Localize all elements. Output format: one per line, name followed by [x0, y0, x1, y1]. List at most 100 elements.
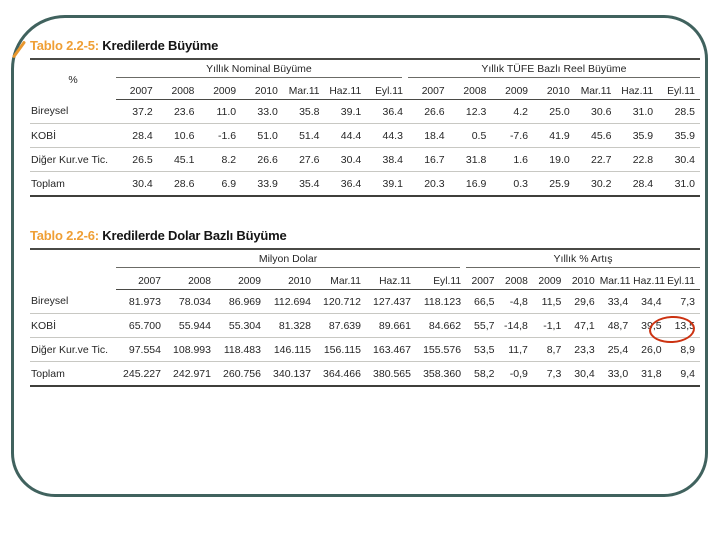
value-cell: 364.466 — [316, 361, 366, 387]
value-cell: 11,7 — [499, 337, 533, 362]
value-cell: 33,0 — [599, 361, 634, 387]
value-cell: 8,9 — [666, 337, 700, 362]
value-cell: -7.6 — [491, 123, 534, 148]
value-cell: 8.2 — [199, 147, 242, 172]
year-header: Eyl.11 — [666, 268, 700, 290]
value-cell: 81.328 — [266, 313, 316, 338]
table-row: Bireysel 37.2 23.6 11.0 33.0 35.8 39.1 3… — [30, 100, 700, 124]
value-cell: 33.0 — [257, 105, 278, 118]
value-cell: 16.7 — [407, 147, 450, 172]
year-header: 2008 — [166, 268, 216, 290]
year-header: 2007 — [116, 268, 166, 290]
year-header: Mar.11 — [316, 268, 366, 290]
value-cell: 30.4 — [324, 147, 367, 172]
table-row: Toplam 245.227 242.971 260.756 340.137 3… — [30, 361, 700, 387]
value-cell: 155.576 — [416, 337, 467, 362]
year-header: Haz.11 — [366, 268, 416, 290]
value-cell: 380.565 — [366, 361, 416, 387]
table-1-unit-label: % — [68, 73, 78, 86]
value-cell: 156.115 — [316, 337, 366, 362]
year-header: 2008 — [499, 268, 533, 290]
year-header: 2009 — [491, 78, 534, 100]
value-cell: 11,5 — [541, 295, 562, 308]
row-label: KOBİ — [30, 123, 116, 148]
value-cell: 118.123 — [423, 295, 462, 308]
year-header: Eyl.11 — [416, 268, 467, 290]
value-cell: 6.9 — [199, 171, 242, 197]
value-cell: 26.6 — [241, 147, 283, 172]
value-cell: 18.4 — [407, 123, 450, 148]
value-cell: 30.6 — [591, 105, 612, 118]
year-header: 2008 — [449, 78, 492, 100]
table-2-group-dolar-label: Milyon Dolar — [116, 253, 461, 268]
value-cell: 30,4 — [566, 361, 600, 387]
table-2-title-text: Kredilerde Dolar Bazlı Büyüme — [102, 228, 287, 243]
table-1-group-real-label: Yıllık TÜFE Bazlı Reel Büyüme — [407, 63, 700, 78]
year-header: 2008 — [157, 78, 200, 100]
year-header: 2010 — [533, 78, 575, 100]
value-cell: 16.9 — [449, 171, 492, 197]
value-cell: 340.137 — [266, 361, 316, 387]
year-header: 2007 — [116, 78, 158, 100]
value-cell: 89.661 — [366, 313, 416, 338]
value-cell: 35.8 — [299, 105, 320, 118]
value-cell: 26.6 — [424, 105, 445, 118]
year-header: 2009 — [199, 78, 242, 100]
value-cell: 127.437 — [373, 295, 411, 308]
value-cell: 0.5 — [449, 123, 492, 148]
table-2-group-header-row: Milyon Dolar Yıllık % Artış — [30, 249, 700, 268]
value-cell: 39,5 — [633, 313, 667, 338]
value-cell: 29,6 — [574, 295, 595, 308]
value-cell: 39.1 — [340, 105, 362, 118]
table-2-title: Tablo 2.2-6: Kredilerde Dolar Bazlı Büyü… — [30, 228, 700, 244]
table-2-year-header-row: 2007 2008 2009 2010 Mar.11 Haz.11 Eyl.11… — [30, 268, 700, 290]
table-1-group-nominal: Yıllık Nominal Büyüme — [116, 59, 408, 78]
table-2-title-tag: Tablo 2.2-6: — [30, 228, 99, 243]
value-cell: -4,8 — [509, 295, 528, 308]
value-cell: 11.0 — [216, 105, 237, 118]
value-cell: 30.4 — [116, 171, 158, 197]
year-header: Eyl.11 — [658, 78, 700, 100]
value-cell: 51.0 — [241, 123, 283, 148]
row-label: Bireysel — [31, 105, 69, 118]
table-row: Toplam 30.4 28.6 6.9 33.9 35.4 36.4 39.1… — [30, 171, 700, 197]
value-cell: 28.4 — [616, 171, 659, 197]
value-cell: 65.700 — [116, 313, 166, 338]
value-cell: 35.9 — [616, 123, 659, 148]
year-header: 2007 — [407, 78, 450, 100]
value-cell: 97.554 — [116, 337, 166, 362]
value-cell: 33.9 — [241, 171, 283, 197]
row-label: Toplam — [30, 171, 116, 197]
value-cell: 118.483 — [216, 337, 266, 362]
value-cell: 33,4 — [607, 295, 629, 308]
table-2-unit-label — [30, 249, 116, 290]
year-header: Haz.11 — [616, 78, 659, 100]
value-cell: 51.4 — [282, 123, 325, 148]
value-cell: 13,5 — [666, 313, 700, 338]
year-header: 2010 — [266, 268, 316, 290]
value-cell: 12.3 — [465, 105, 487, 118]
value-cell: 78.034 — [178, 295, 211, 308]
table-1-title-tag: Tablo 2.2-5: — [30, 38, 99, 53]
table-1-block: Tablo 2.2-5: Kredilerde Büyüme % Yıllık … — [30, 38, 700, 197]
value-cell: 1.6 — [491, 147, 534, 172]
value-cell: 120.712 — [323, 295, 361, 308]
value-cell: 55,7 — [466, 313, 500, 338]
value-cell: 19.0 — [533, 147, 575, 172]
table-1: % Yıllık Nominal Büyüme Yıllık TÜFE Bazl… — [30, 58, 700, 197]
value-cell: 81.973 — [128, 295, 161, 308]
value-cell: 39.1 — [366, 171, 408, 197]
table-1-group-nominal-label: Yıllık Nominal Büyüme — [116, 63, 402, 78]
table-row: KOBİ 28.4 10.6 -1.6 51.0 51.4 44.4 44.3 … — [30, 123, 700, 148]
year-header: 2009 — [216, 268, 266, 290]
value-cell: 0.3 — [491, 171, 534, 197]
year-header: 2007 — [466, 268, 500, 290]
value-cell: 53,5 — [466, 337, 500, 362]
value-cell: -1,1 — [532, 313, 567, 338]
table-row: Diğer Kur.ve Tic. 26.5 45.1 8.2 26.6 27.… — [30, 147, 700, 172]
year-header: Haz.11 — [633, 268, 667, 290]
value-cell: 163.467 — [366, 337, 416, 362]
value-cell: 20.3 — [407, 171, 450, 197]
value-cell: 36.4 — [324, 171, 367, 197]
value-cell: 87.639 — [316, 313, 366, 338]
